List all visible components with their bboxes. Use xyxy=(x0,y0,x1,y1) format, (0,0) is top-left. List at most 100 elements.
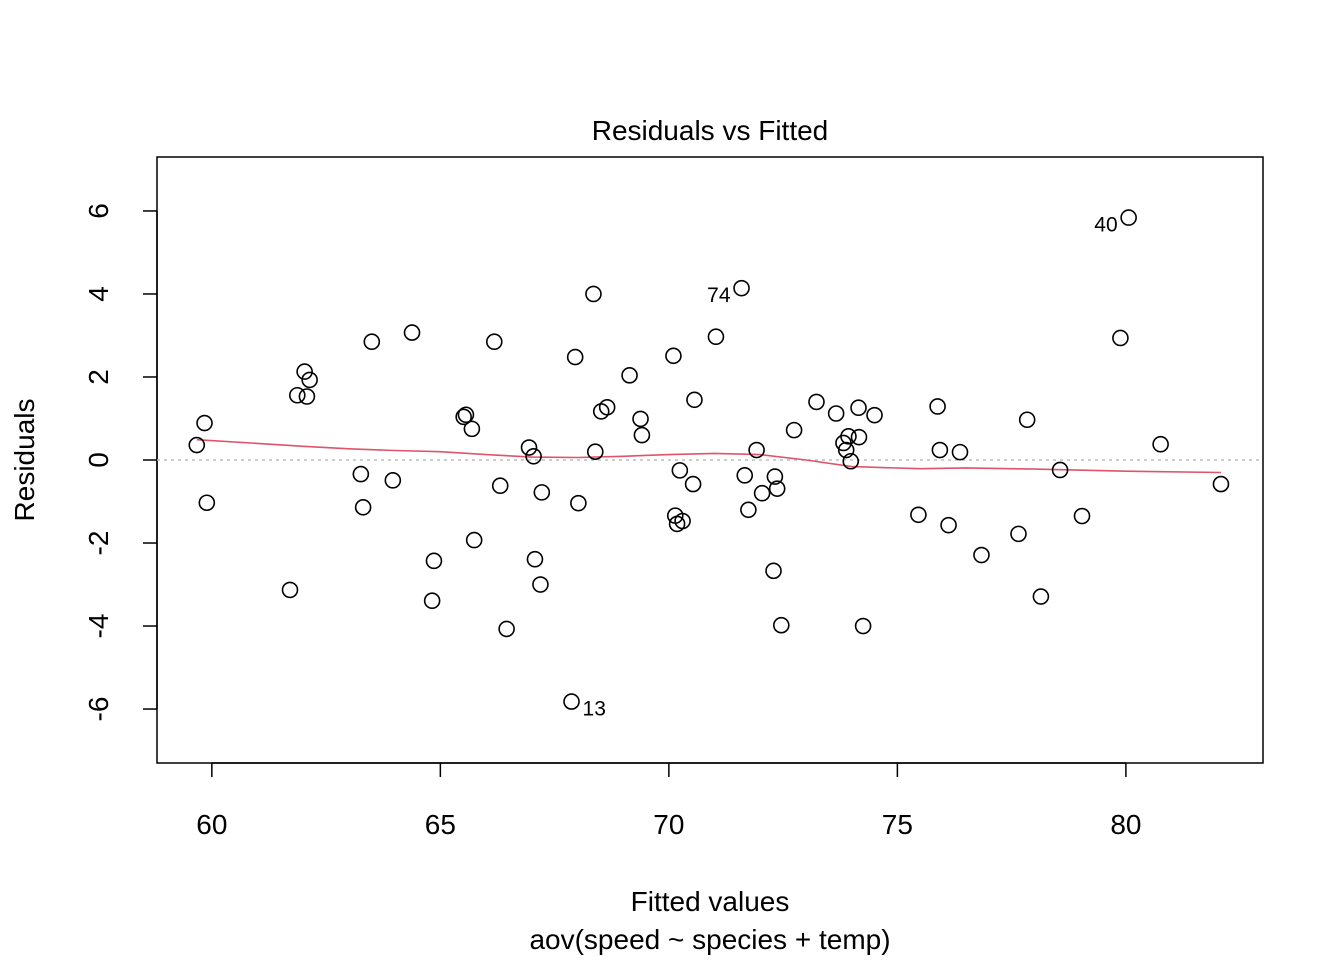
data-point xyxy=(840,428,857,445)
smoother-line xyxy=(196,438,1222,474)
y-axis-label: Residuals xyxy=(9,399,40,522)
data-point xyxy=(425,552,443,570)
data-point xyxy=(281,581,299,599)
data-point xyxy=(740,501,757,519)
data-point xyxy=(403,324,421,341)
data-point xyxy=(765,562,782,580)
data-point xyxy=(854,617,872,635)
data-point xyxy=(850,399,867,417)
data-point xyxy=(674,512,691,530)
data-point xyxy=(525,447,542,465)
x-axis: 60 65 70 75 80 xyxy=(196,762,1141,840)
x-tick-label: 80 xyxy=(1110,809,1141,840)
data-point xyxy=(632,410,649,428)
data-point xyxy=(598,398,616,416)
data-point xyxy=(1112,329,1129,347)
data-point xyxy=(753,484,771,502)
data-point xyxy=(1032,588,1050,605)
data-point xyxy=(1010,525,1027,543)
data-point xyxy=(363,333,381,351)
data-point xyxy=(570,494,587,512)
data-point xyxy=(842,452,860,470)
data-point xyxy=(736,467,754,484)
data-point xyxy=(837,441,855,459)
data-point xyxy=(188,436,206,454)
data-point xyxy=(733,279,750,297)
data-point xyxy=(198,494,216,512)
x-axis-subtitle: aov(speed ~ species + temp) xyxy=(529,924,890,955)
x-tick-label: 60 xyxy=(196,809,227,840)
data-point xyxy=(463,420,481,438)
data-point xyxy=(1018,411,1036,429)
data-point xyxy=(585,285,602,303)
y-tick-label: 0 xyxy=(83,452,114,468)
x-tick-label: 65 xyxy=(425,809,456,840)
data-point xyxy=(566,348,584,366)
data-point xyxy=(827,405,845,422)
data-point xyxy=(455,408,472,426)
data-point xyxy=(526,550,544,568)
data-point xyxy=(296,363,313,380)
data-point xyxy=(910,506,927,524)
x-axis-label: Fitted values xyxy=(631,886,790,917)
point-id-label: 13 xyxy=(583,698,606,721)
data-point xyxy=(748,441,765,459)
points-layer xyxy=(188,209,1230,710)
data-point xyxy=(686,391,703,409)
data-point xyxy=(520,439,538,456)
y-tick-label: 6 xyxy=(83,203,114,219)
data-point xyxy=(785,421,803,439)
data-point xyxy=(929,398,946,415)
data-point xyxy=(808,393,825,411)
data-point xyxy=(1212,475,1230,493)
data-point xyxy=(465,531,483,549)
data-point xyxy=(768,480,786,497)
data-point xyxy=(766,468,784,485)
data-point xyxy=(772,616,790,634)
data-point xyxy=(533,484,551,501)
y-tick-label: -4 xyxy=(83,614,114,639)
data-point xyxy=(866,406,883,424)
y-tick-label: -6 xyxy=(83,697,114,722)
data-point xyxy=(973,546,990,564)
data-point xyxy=(532,576,549,593)
data-point xyxy=(485,333,503,351)
data-point xyxy=(457,406,475,424)
x-tick-label: 70 xyxy=(653,809,684,840)
data-point xyxy=(196,414,213,432)
y-axis: -6 -4 -2 0 2 4 6 xyxy=(83,203,158,722)
chart-title: Residuals vs Fitted xyxy=(592,115,829,146)
data-point xyxy=(633,426,651,444)
data-point xyxy=(301,371,318,389)
data-point xyxy=(1073,507,1091,525)
y-tick-label: 4 xyxy=(83,286,114,302)
data-point xyxy=(1152,435,1169,453)
data-point xyxy=(707,328,725,346)
data-point xyxy=(384,472,402,489)
y-tick-label: -2 xyxy=(83,531,114,556)
data-point xyxy=(498,620,515,638)
data-point xyxy=(621,367,638,384)
data-point xyxy=(951,443,969,461)
data-point xyxy=(1051,461,1069,479)
data-point xyxy=(671,462,689,479)
data-point xyxy=(298,388,316,405)
data-point xyxy=(423,592,441,610)
data-point xyxy=(931,441,949,459)
data-point xyxy=(289,386,306,404)
data-point xyxy=(1120,209,1137,226)
point-id-label: 74 xyxy=(707,284,731,307)
data-point xyxy=(684,475,702,493)
data-point xyxy=(665,347,682,365)
data-point xyxy=(586,443,604,460)
data-point xyxy=(940,516,957,534)
data-point xyxy=(354,499,372,516)
data-point xyxy=(850,428,868,446)
point-labels-layer: 13 74 40 xyxy=(583,214,1118,721)
data-point xyxy=(563,693,580,710)
y-tick-label: 2 xyxy=(83,369,114,385)
data-point xyxy=(491,477,509,495)
x-tick-label: 75 xyxy=(882,809,913,840)
data-point xyxy=(352,465,370,483)
